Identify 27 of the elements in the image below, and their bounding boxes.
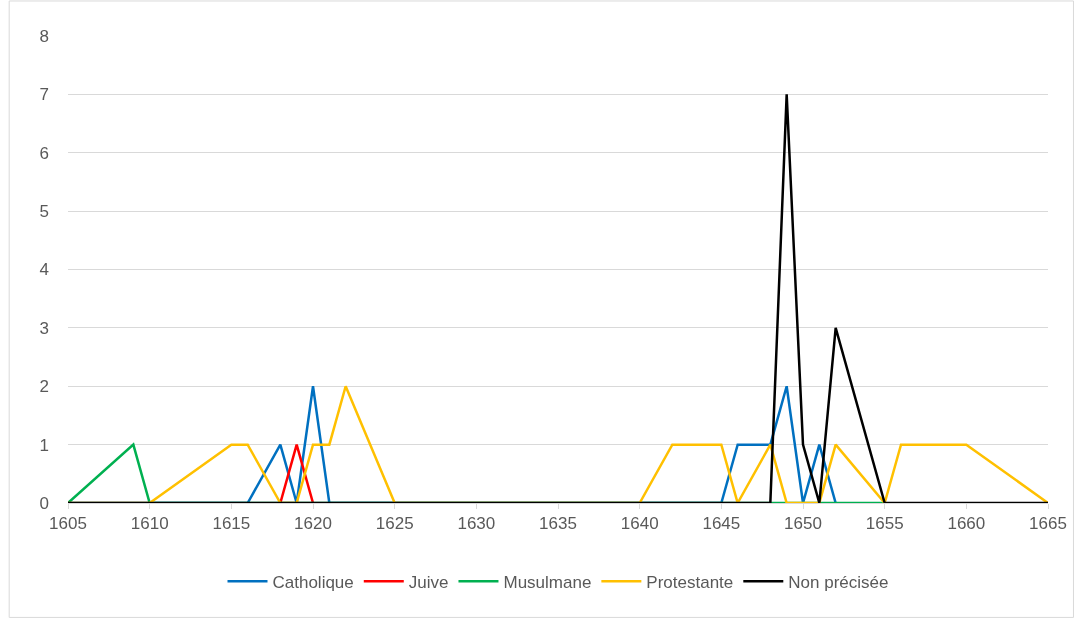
x-tick-label: 1645 [702,514,741,534]
y-tick-label: 8 [39,26,49,46]
legend-label: Non précisée [788,572,889,592]
y-tick-label: 0 [39,493,49,513]
x-tick-label: 1640 [620,514,659,534]
legend-label: Musulmane [503,572,592,592]
x-tick-label: 1635 [539,514,577,534]
y-tick-label: 4 [39,260,49,280]
y-tick-label: 2 [39,377,49,397]
y-tick-label: 6 [39,143,49,163]
legend-label: Catholique [272,572,354,592]
legend-label: Juive [408,572,449,592]
y-tick-label: 5 [39,202,49,222]
x-tick-label: 1605 [49,514,87,534]
x-tick-label: 1625 [375,514,414,534]
x-tick-label: 1615 [212,514,251,534]
x-tick-label: 1660 [947,514,986,534]
x-tick-label: 1655 [865,514,904,534]
x-tick-label: 1630 [457,514,496,534]
y-tick-label: 3 [39,318,49,338]
x-tick-label: 1610 [130,514,169,534]
x-tick-label: 1650 [784,514,822,534]
y-tick-label: 1 [39,435,49,455]
x-tick-label: 1620 [294,514,332,534]
x-tick-label: 1665 [1029,514,1067,534]
legend-label: Protestante [646,572,734,592]
y-tick-label: 7 [39,85,49,105]
